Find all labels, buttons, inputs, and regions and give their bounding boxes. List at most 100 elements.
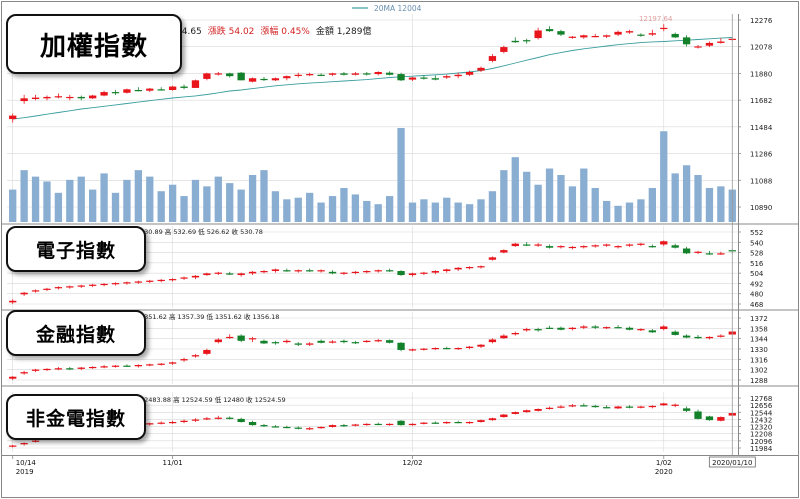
candle-body bbox=[146, 364, 154, 366]
candle-body bbox=[271, 78, 280, 81]
volume-bar bbox=[66, 179, 74, 222]
candle-body bbox=[374, 423, 382, 426]
candle-body bbox=[260, 425, 268, 427]
candle-body bbox=[557, 31, 565, 35]
candle-body bbox=[66, 368, 74, 370]
x-tick-label: 10/14 bbox=[16, 459, 37, 467]
candle-body bbox=[31, 369, 40, 371]
volume-bar bbox=[77, 176, 85, 222]
candle-body bbox=[363, 423, 371, 426]
candle-body bbox=[602, 407, 611, 409]
candle-body bbox=[306, 74, 314, 76]
candle-body bbox=[157, 422, 165, 424]
candle-body bbox=[443, 348, 451, 350]
candle-body bbox=[545, 29, 554, 32]
candle-body bbox=[500, 250, 508, 253]
candle-body bbox=[705, 336, 714, 339]
candle-body bbox=[100, 92, 108, 96]
candle-body bbox=[31, 440, 40, 442]
ma-line bbox=[12, 37, 733, 120]
y-tick-label: 1330 bbox=[750, 346, 768, 354]
candle-body bbox=[54, 96, 63, 98]
candle-body bbox=[625, 327, 634, 330]
candle-body bbox=[123, 365, 131, 367]
y-tick-label: 12208 bbox=[750, 431, 772, 439]
candle-body bbox=[54, 287, 63, 289]
candle-body bbox=[465, 72, 474, 75]
candle-body bbox=[328, 73, 337, 75]
volume-bar bbox=[660, 131, 668, 222]
candle-body bbox=[705, 42, 714, 46]
x-tick-label: 11/01 bbox=[163, 459, 183, 467]
candle-body bbox=[511, 243, 519, 247]
candle-body bbox=[534, 244, 542, 246]
volume-bar bbox=[500, 170, 508, 222]
volume-bar bbox=[454, 202, 462, 222]
candle-body bbox=[682, 37, 691, 45]
candle-body bbox=[283, 270, 291, 272]
candle-body bbox=[602, 35, 611, 37]
candle-body bbox=[488, 339, 497, 343]
candle-body bbox=[351, 271, 360, 274]
volume-bar bbox=[168, 184, 177, 222]
candle-body bbox=[694, 251, 702, 253]
candle-body bbox=[31, 97, 40, 99]
candle-body bbox=[123, 89, 131, 93]
candle-body bbox=[717, 253, 725, 255]
candle-body bbox=[248, 422, 257, 426]
volume-bar bbox=[157, 191, 165, 222]
candle-body bbox=[9, 445, 17, 447]
candle-body bbox=[523, 410, 531, 413]
y-tick-label: 1316 bbox=[750, 356, 768, 364]
candle-body bbox=[180, 277, 188, 279]
candle-body bbox=[408, 77, 417, 80]
panel-title: 金融指數 bbox=[6, 310, 146, 356]
info-item: 24.65 bbox=[176, 27, 202, 37]
volume-bar bbox=[340, 187, 348, 222]
candle-body bbox=[283, 76, 291, 79]
y-tick-label: 12432 bbox=[750, 416, 772, 424]
candle-body bbox=[134, 90, 143, 92]
candle-body bbox=[271, 426, 280, 428]
candle-body bbox=[580, 35, 588, 38]
candle-body bbox=[340, 340, 348, 343]
candle-body bbox=[602, 244, 611, 246]
candle-body bbox=[717, 417, 725, 421]
candle-body bbox=[397, 271, 405, 276]
candle-body bbox=[408, 273, 417, 276]
candle-body bbox=[454, 267, 462, 270]
candle-body bbox=[306, 270, 314, 272]
candle-body bbox=[420, 348, 428, 350]
volume-bar bbox=[568, 186, 577, 222]
candle-body bbox=[465, 267, 474, 269]
candle-body bbox=[340, 425, 348, 427]
candle-body bbox=[420, 272, 428, 274]
candle-body bbox=[694, 411, 702, 419]
volume-bar bbox=[534, 184, 542, 222]
volume-bar bbox=[294, 197, 302, 222]
candle-body bbox=[203, 73, 211, 79]
candle-body bbox=[694, 46, 702, 48]
y-tick-label: 1358 bbox=[750, 325, 768, 333]
candle-body bbox=[77, 285, 85, 287]
volume-bar bbox=[477, 199, 485, 222]
candle-body bbox=[534, 30, 542, 39]
candle-body bbox=[385, 72, 394, 75]
candle-body bbox=[614, 246, 622, 248]
y-tick-label: 11484 bbox=[750, 124, 773, 132]
volume-bar bbox=[545, 168, 554, 222]
cursor-date-box bbox=[708, 456, 756, 468]
x-tick-label: 12/02 bbox=[402, 459, 422, 467]
candle-body bbox=[488, 56, 497, 61]
candle-body bbox=[397, 74, 405, 81]
volume-bar bbox=[602, 200, 611, 222]
candle-body bbox=[237, 72, 245, 81]
info-item: 漲幅 0.45% bbox=[260, 27, 310, 37]
candle-body bbox=[523, 40, 531, 42]
candle-body bbox=[191, 275, 200, 278]
volume-bar bbox=[511, 157, 519, 222]
candle-body bbox=[374, 270, 382, 272]
volume-bar bbox=[180, 196, 188, 222]
candle-body bbox=[660, 241, 668, 245]
